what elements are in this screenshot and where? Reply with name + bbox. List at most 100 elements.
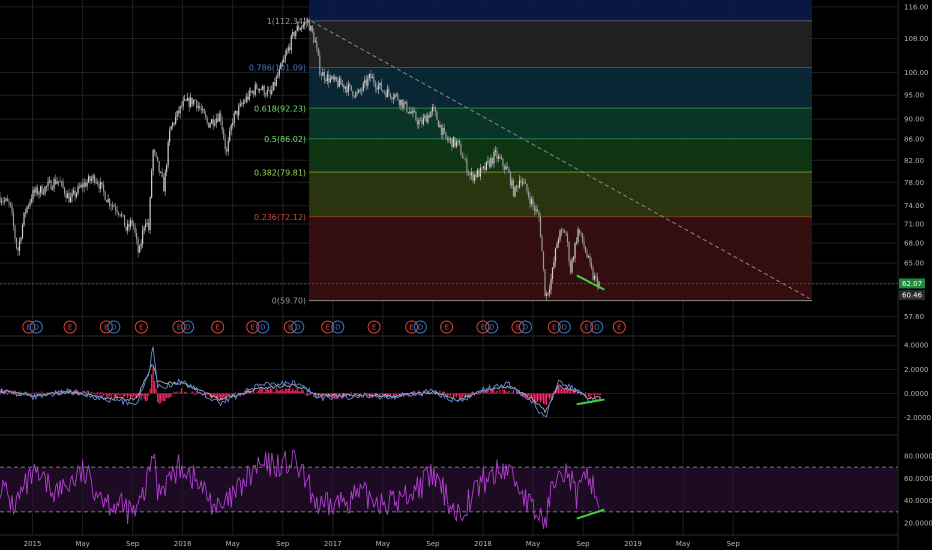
candle-body [509, 172, 512, 186]
earnings-marker[interactable]: E [612, 320, 626, 334]
earnings-marker[interactable]: E [22, 320, 36, 334]
rsi-y-tick-label: 20.0000 [904, 520, 932, 528]
candle-body [416, 119, 418, 125]
price-y-tick-label: 65.00 [904, 260, 924, 268]
earnings-marker[interactable]: E [99, 320, 113, 334]
candle-body [280, 63, 282, 69]
earnings-marker[interactable]: E [405, 320, 419, 334]
candle-body [437, 120, 440, 127]
candle-body [60, 181, 63, 183]
candle-body [448, 139, 450, 141]
marker-label: D [418, 324, 423, 332]
dividend-marker[interactable]: D [557, 320, 571, 334]
marker-label: E [617, 324, 621, 332]
candle-body [403, 102, 405, 108]
fib-level-label: 0.5(86.02) [264, 135, 306, 144]
earnings-marker[interactable]: E [511, 320, 525, 334]
candle-body [143, 226, 145, 231]
macd-y-tick-label: 0.0000 [904, 390, 929, 398]
earnings-marker[interactable]: E [134, 320, 148, 334]
candle-body [410, 111, 412, 114]
macd-panel [0, 346, 605, 418]
dividend-marker[interactable]: D [291, 320, 305, 334]
candle-body [424, 115, 426, 118]
candle-body [295, 30, 297, 37]
marker-label: E [552, 324, 556, 332]
x-tick-label: 2016 [174, 540, 192, 548]
candle-body [136, 232, 138, 239]
candle-body [353, 96, 355, 97]
candle-body [47, 181, 49, 187]
candle-body [373, 77, 375, 83]
candle-body [78, 186, 81, 188]
fib-level-label: 0.236(72.12) [254, 213, 306, 222]
candle-body [535, 209, 537, 211]
dividend-marker[interactable]: D [518, 320, 532, 334]
candle-body [75, 193, 78, 197]
candle-body [81, 184, 84, 188]
candle-body [452, 137, 455, 148]
candle-body [54, 179, 57, 184]
candle-body [443, 127, 446, 132]
marker-circle [291, 320, 305, 334]
candle-body [131, 220, 133, 224]
earnings-marker[interactable]: E [580, 320, 594, 334]
rsi-line [0, 449, 600, 529]
candle-body [185, 99, 187, 101]
earnings-marker[interactable]: E [367, 320, 381, 334]
candle-body [176, 110, 178, 117]
earnings-marker[interactable]: E [440, 320, 454, 334]
candle-body [202, 109, 204, 111]
candle-body [173, 122, 175, 124]
dividend-marker[interactable]: D [29, 320, 43, 334]
marker-circle [405, 320, 419, 334]
dividend-marker[interactable]: D [331, 320, 345, 334]
candle-body [30, 199, 33, 202]
candle-body [86, 182, 88, 187]
candle-body [413, 110, 415, 113]
dividend-marker[interactable]: D [107, 320, 121, 334]
marker-circle [580, 320, 594, 334]
candle-body [36, 187, 39, 195]
candle-body [32, 189, 34, 200]
earnings-marker[interactable]: E [63, 320, 77, 334]
dividend-marker[interactable]: D [590, 320, 604, 334]
candle-body [374, 82, 376, 88]
marker-label: E [104, 324, 108, 332]
candle-body [250, 90, 252, 93]
marker-label: E [215, 324, 219, 332]
earnings-marker[interactable]: E [283, 320, 297, 334]
earnings-marker[interactable]: E [246, 320, 260, 334]
dividend-marker[interactable]: D [413, 320, 427, 334]
dividend-marker[interactable]: D [181, 320, 195, 334]
earnings-marker[interactable]: E [321, 320, 335, 334]
candle-body [386, 88, 388, 98]
candle-body [568, 242, 570, 262]
candle-body [407, 111, 409, 114]
dividend-marker[interactable]: D [485, 320, 499, 334]
candle-body [181, 106, 183, 107]
candle-body [284, 54, 286, 59]
earnings-marker[interactable]: E [211, 320, 225, 334]
candle-body [326, 74, 328, 82]
dividend-marker[interactable]: D [256, 320, 270, 334]
marker-label: D [34, 324, 39, 332]
candle-body [301, 27, 303, 29]
macd-divergence-line [576, 398, 605, 406]
earnings-marker[interactable]: E [547, 320, 561, 334]
candle-body [376, 87, 378, 90]
candle-body [50, 180, 52, 190]
candle-body [289, 47, 291, 51]
candle-body [115, 207, 117, 211]
candle-body [95, 181, 97, 183]
earnings-marker[interactable]: E [172, 320, 186, 334]
candle-body [545, 294, 548, 296]
candle-body [134, 226, 136, 233]
candle-body [325, 79, 327, 82]
marker-label: E [139, 324, 143, 332]
candle-body [155, 152, 157, 157]
candle-body [479, 167, 482, 177]
marker-label: D [594, 324, 599, 332]
earnings-marker[interactable]: E [476, 320, 490, 334]
